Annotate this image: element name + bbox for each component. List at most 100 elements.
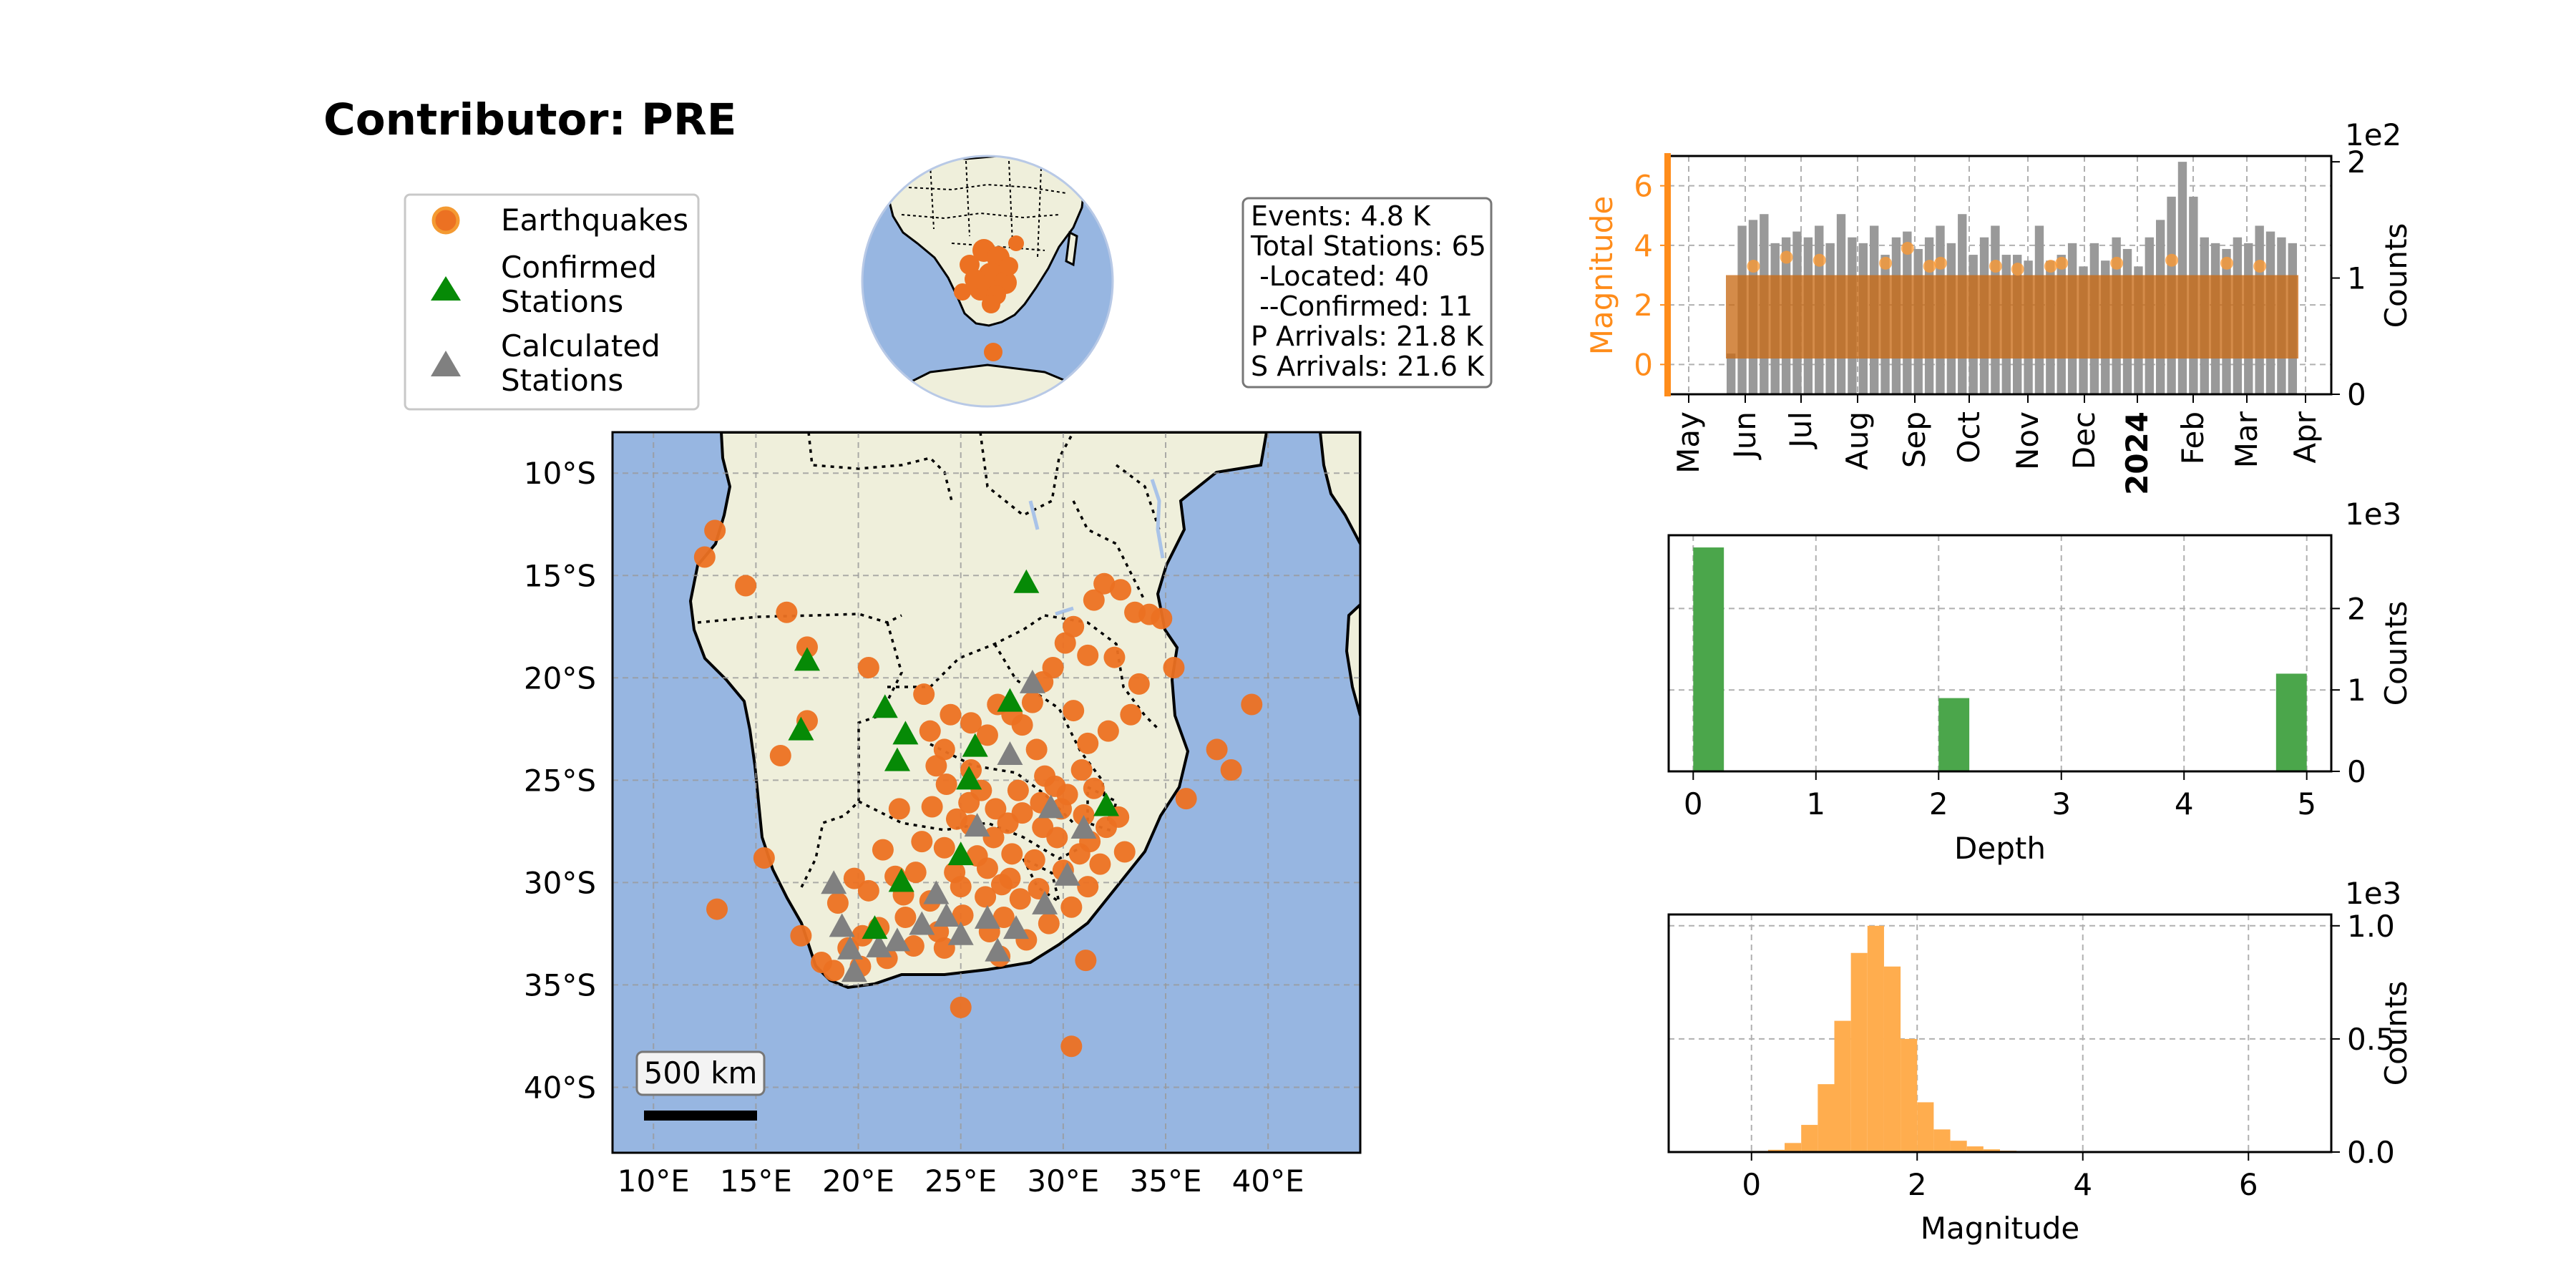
- map-earthquake-point: [1070, 759, 1093, 781]
- magnitude-y-tick-label: 1.0: [2347, 909, 2395, 944]
- legend-calculated-label-2: Stations: [501, 363, 623, 398]
- depth-y-tick-label: 2: [2347, 591, 2366, 626]
- map-calculated-station-marker: [1054, 862, 1080, 886]
- map-earthquake-point: [985, 798, 1007, 820]
- map-calculated-station-marker: [884, 927, 910, 952]
- time-magnitude-point: [2055, 256, 2069, 270]
- map-earthquake-point: [1093, 572, 1116, 595]
- map-earthquake-point: [843, 867, 865, 889]
- map-confirmed-station-marker: [1093, 792, 1119, 816]
- stats-s-arrivals: S Arrivals: 21.6 K: [1251, 351, 1485, 382]
- map-earthquake-point: [960, 712, 982, 734]
- map-lat-tick-label: 15°S: [524, 558, 596, 593]
- map-confirmed-station-marker: [888, 868, 914, 892]
- legend-confirmed-marker-icon: [431, 276, 461, 301]
- map-earthquake-point: [1151, 608, 1173, 630]
- map-earthquake-point: [1103, 646, 1126, 668]
- depth-plot-area: [1669, 535, 2331, 771]
- map-earthquake-point: [693, 546, 716, 568]
- map-earthquake-point: [1089, 853, 1111, 875]
- depth-bar: [2275, 673, 2307, 771]
- map-earthquake-point: [706, 898, 728, 920]
- map-calculated-station-marker: [821, 870, 847, 894]
- scale-bar-label: 500 km: [644, 1055, 758, 1091]
- map-earthquake-point: [1054, 632, 1076, 654]
- map-earthquake-point: [790, 924, 812, 947]
- legend-earthquakes-label: Earthquakes: [501, 203, 688, 238]
- map-earthquake-point: [904, 862, 927, 884]
- map-earthquake-point: [826, 892, 849, 914]
- map-earthquake-point: [1077, 876, 1099, 898]
- map-earthquake-point: [1032, 816, 1054, 839]
- depth-y-tick-label: 0: [2347, 754, 2366, 789]
- map-earthquake-point: [894, 907, 917, 929]
- time-counts-axis-label: Counts: [2379, 223, 2414, 328]
- time-x-tick-label: Sep: [1897, 411, 1932, 468]
- map-earthquake-point: [1038, 912, 1060, 935]
- magnitude-histogram-panel: 0 2 4 6 0.0 0.5 1.0 1e3 Magnitude Counts: [1667, 876, 2414, 1246]
- map-calculated-station-marker: [1032, 890, 1058, 914]
- map-frame: [611, 431, 1362, 1154]
- magnitude-bars: [1751, 925, 2034, 1153]
- time-magnitude-point: [1989, 260, 2002, 273]
- map-earthquake-point: [1060, 1035, 1083, 1058]
- map-calculated-station-marker: [909, 911, 935, 935]
- depth-bar: [1693, 547, 1724, 771]
- magnitude-bar: [1834, 1020, 1851, 1152]
- legend-confirmed-label-2: Stations: [501, 284, 623, 319]
- map-lon-tick-label: 20°E: [822, 1163, 894, 1199]
- time-magnitude-point: [1901, 242, 1914, 255]
- legend-calculated-marker-icon: [431, 351, 461, 376]
- map-lat-tick-label: 40°S: [524, 1070, 596, 1105]
- legend-confirmed-label-1: Confirmed: [501, 250, 657, 285]
- map-earthquake-point: [1110, 579, 1132, 601]
- map-earthquake-point: [919, 720, 941, 742]
- magnitude-frame: [1667, 913, 2333, 1153]
- time-magnitude-point: [1747, 260, 1760, 273]
- depth-x-tick-label: 3: [2051, 786, 2071, 821]
- map-confirmed-station-marker: [788, 716, 814, 741]
- depth-x-tick-label: 2: [1929, 786, 1948, 821]
- depth-bar: [1938, 698, 1970, 771]
- map-earthquake-point: [935, 774, 957, 796]
- stats-p-arrivals: P Arrivals: 21.8 K: [1251, 321, 1484, 352]
- map-earthquake-point: [1206, 738, 1228, 761]
- map-calculated-station-marker: [1019, 669, 1045, 693]
- map-earthquake-point: [796, 636, 818, 658]
- depth-x-tick-label: 0: [1684, 786, 1703, 821]
- map-earthquake-point: [952, 904, 974, 927]
- map-earthquake-point: [857, 879, 879, 902]
- map-confirmed-station-marker: [1013, 569, 1040, 593]
- map-calculated-stations: [821, 669, 1097, 982]
- time-left-tick-label: 4: [1634, 228, 1653, 263]
- time-magnitude-axis-spine: [1664, 153, 1671, 396]
- magnitude-bar: [1785, 1143, 1802, 1152]
- legend-frame: [404, 193, 700, 411]
- map-east-coast-land: [1318, 432, 1360, 545]
- globe-borders: [901, 160, 1067, 258]
- magnitude-scale-note: 1e3: [2345, 876, 2401, 911]
- map-calculated-station-marker: [947, 921, 974, 945]
- time-x-tick-label: 2024: [2119, 411, 2155, 495]
- map-earthquake-point: [1060, 896, 1083, 918]
- time-right-tick-label: 1: [2347, 261, 2366, 296]
- map-lat-tick-label: 25°S: [524, 763, 596, 798]
- time-x-tick-label: Jun: [1727, 411, 1762, 461]
- stats-confirmed: --Confirmed: 11: [1251, 291, 1473, 322]
- globe-arabia-land: [1054, 156, 1096, 185]
- map-earthquake-point: [776, 601, 798, 623]
- globe-inset: [861, 155, 1114, 408]
- map-earthquake-point: [1025, 738, 1048, 761]
- time-magnitude-band: [1726, 275, 2298, 359]
- depth-scale-note: 1e3: [2345, 497, 2401, 532]
- map-earthquake-point: [950, 876, 972, 898]
- map-earthquake-point: [933, 738, 955, 761]
- time-magnitude-point: [2253, 260, 2267, 273]
- time-magnitude-point: [1780, 250, 1793, 264]
- magnitude-x-tick-label: 4: [2073, 1167, 2092, 1202]
- magnitude-bar: [1901, 1038, 1918, 1152]
- depth-x-tick-label: 4: [2175, 786, 2194, 821]
- time-magnitude-point: [2011, 263, 2024, 276]
- map-earthquake-point: [1077, 644, 1099, 666]
